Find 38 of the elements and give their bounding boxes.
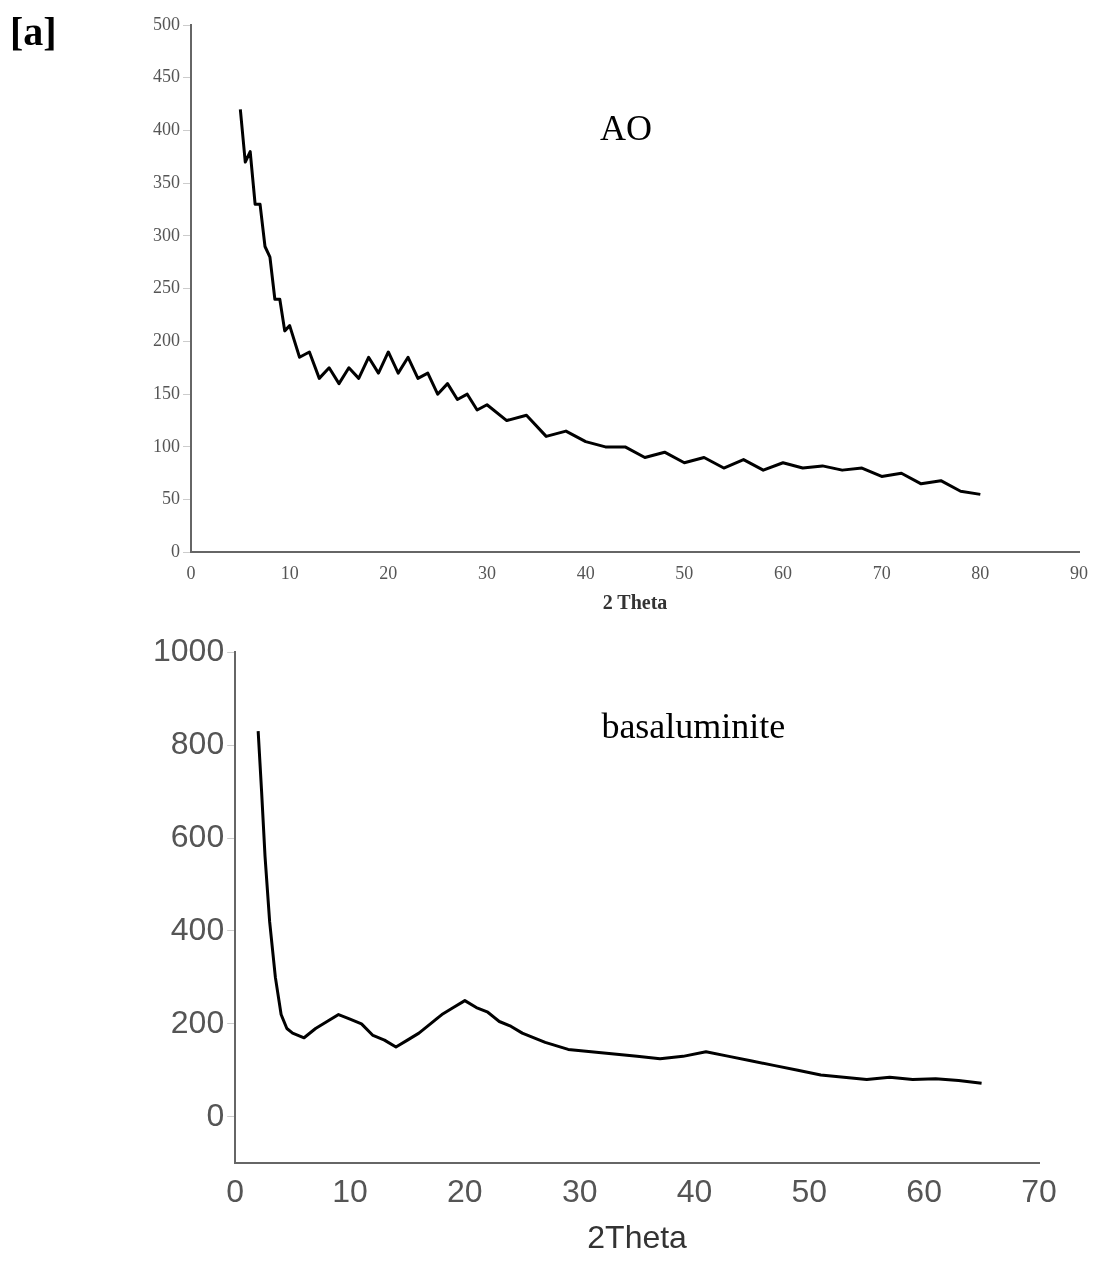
x-tick-label: 10: [332, 1173, 368, 1210]
x-tick-label: 40: [676, 1173, 713, 1210]
x-tick-label: 90: [1070, 562, 1088, 583]
x-tick-label: 30: [478, 562, 496, 583]
y-tick-label: 200: [153, 330, 180, 351]
annotation: basaluminite: [601, 706, 786, 747]
x-axis-title: 2Theta: [587, 1218, 688, 1255]
y-tick-label: 400: [170, 910, 225, 947]
annotation: AO: [600, 107, 653, 148]
x-tick-label: 60: [774, 562, 792, 583]
y-tick-label: 0: [171, 541, 180, 562]
y-tick-label: 150: [153, 382, 180, 403]
y-tick-label: 200: [170, 1003, 225, 1040]
x-tick-label: 80: [971, 562, 990, 583]
x-tick-label: 30: [561, 1173, 598, 1210]
x-tick-label: 70: [872, 562, 891, 583]
x-tick-label: 10: [280, 562, 299, 583]
y-tick-label: 250: [153, 277, 180, 298]
y-tick-label: 500: [153, 13, 180, 34]
y-tick-label: 300: [153, 224, 180, 245]
x-tick-label: 60: [906, 1173, 942, 1210]
x-tick-label: 20: [447, 1173, 483, 1210]
x-tick-label: 70: [1021, 1173, 1057, 1210]
y-tick-label: 1000: [153, 632, 225, 669]
x-axis-title: 2 Theta: [602, 591, 668, 614]
y-tick-label: 450: [153, 66, 180, 87]
y-tick-label: 350: [153, 171, 180, 192]
x-tick-label: 20: [379, 562, 398, 583]
y-tick-label: 0: [206, 1096, 225, 1133]
y-tick-label: 800: [170, 724, 225, 761]
x-tick-label: 50: [675, 562, 694, 583]
y-tick-label: 50: [162, 488, 180, 509]
y-tick-label: 600: [170, 817, 225, 854]
y-tick-label: 100: [153, 435, 180, 456]
x-tick-label: 50: [791, 1173, 828, 1210]
y-tick-label: 400: [153, 119, 180, 140]
x-tick-label: 40: [576, 562, 595, 583]
text: [a]: [10, 9, 57, 55]
